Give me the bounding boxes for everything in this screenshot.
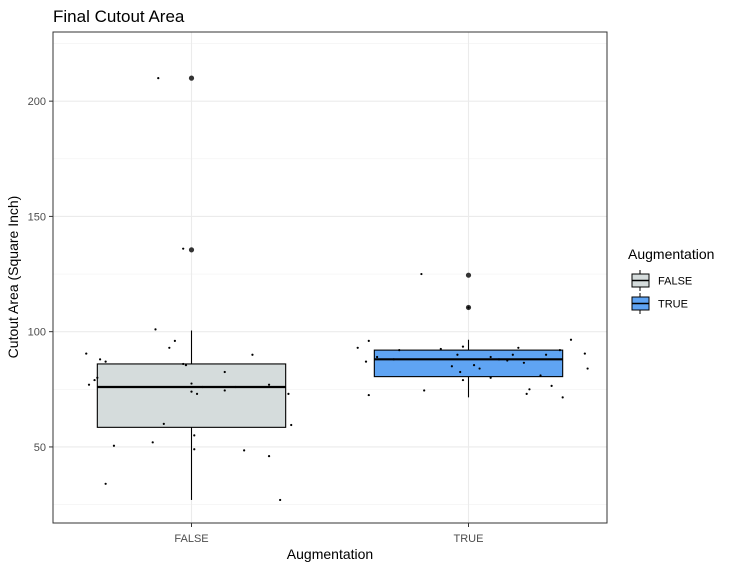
data-point: [544, 353, 548, 356]
legend-title: Augmentation: [628, 246, 714, 262]
data-point: [583, 352, 586, 355]
data-point: [190, 382, 193, 385]
x-tick-label: FALSE: [174, 533, 208, 545]
data-point: [93, 378, 96, 382]
outlier-point: [465, 272, 472, 278]
data-point: [223, 389, 226, 392]
data-point: [561, 396, 564, 399]
y-tick-label: 100: [28, 327, 46, 339]
data-point: [290, 423, 293, 427]
data-point: [251, 353, 254, 356]
data-point: [168, 346, 171, 349]
data-point: [201, 385, 204, 389]
data-point: [550, 384, 553, 387]
data-point: [423, 389, 426, 392]
legend-label-false: FALSE: [658, 276, 692, 288]
data-point: [85, 352, 88, 355]
x-axis: FALSE TRUE: [174, 523, 483, 545]
data-point: [569, 338, 573, 341]
legend-label-true: TRUE: [658, 299, 688, 311]
data-point: [104, 360, 107, 363]
box-false: [96, 363, 287, 428]
y-tick-label: 200: [28, 96, 46, 108]
data-point: [461, 345, 465, 348]
data-point: [539, 374, 542, 377]
data-point: [375, 355, 379, 359]
data-point: [558, 349, 562, 352]
data-point: [104, 482, 107, 485]
data-point: [456, 353, 459, 356]
data-point: [195, 392, 199, 396]
data-point: [392, 358, 395, 361]
data-point: [96, 376, 99, 379]
data-point: [586, 367, 589, 370]
data-point: [489, 355, 492, 359]
data-point: [154, 328, 157, 331]
data-point: [506, 359, 509, 362]
box-true: [373, 349, 564, 378]
data-point: [190, 390, 193, 393]
y-axis: 50 100 150 200: [28, 96, 53, 454]
data-point: [184, 363, 188, 367]
jitter-points: [85, 77, 589, 502]
data-point: [112, 444, 116, 447]
data-point: [162, 422, 165, 425]
data-point: [367, 393, 370, 397]
data-point: [279, 498, 282, 502]
data-point: [87, 383, 91, 386]
data-point: [439, 347, 442, 351]
data-point: [525, 392, 528, 396]
data-point: [157, 77, 160, 80]
data-point: [522, 361, 526, 364]
data-point: [193, 434, 196, 437]
data-point: [467, 306, 470, 309]
y-axis-title: Cutout Area (Square Inch): [5, 196, 21, 359]
data-point: [193, 448, 196, 451]
data-point: [364, 360, 368, 363]
chart-title: Final Cutout Area: [53, 7, 185, 26]
data-point: [511, 353, 514, 356]
x-axis-title: Augmentation: [287, 546, 373, 562]
data-point: [367, 339, 370, 342]
y-tick-label: 150: [28, 211, 46, 223]
data-point: [420, 272, 423, 276]
data-point: [489, 376, 492, 379]
boxes: [96, 75, 564, 500]
plot-panel: [53, 32, 607, 523]
y-tick-label: 50: [34, 442, 46, 454]
data-point: [267, 383, 271, 386]
data-point: [450, 365, 453, 368]
data-point: [478, 367, 481, 370]
data-point: [173, 339, 176, 342]
data-point: [287, 392, 290, 396]
outlier-point: [188, 75, 195, 81]
data-point: [223, 370, 226, 374]
data-point: [398, 349, 401, 352]
data-point: [151, 441, 154, 444]
data-point: [461, 378, 465, 382]
data-point: [267, 455, 271, 458]
data-point: [243, 449, 246, 452]
x-tick-label: TRUE: [454, 533, 484, 545]
legend: Augmentation FALSE TRUE: [628, 246, 714, 314]
data-point: [517, 346, 520, 349]
panel-border: [52, 31, 608, 524]
data-point: [182, 247, 185, 250]
data-point: [182, 362, 185, 366]
data-point: [497, 358, 501, 361]
data-point: [459, 370, 462, 374]
data-point: [234, 385, 237, 389]
data-point: [98, 358, 102, 361]
outlier-point: [188, 247, 195, 253]
data-point: [356, 346, 359, 349]
data-point: [472, 363, 476, 367]
data-point: [528, 388, 531, 391]
